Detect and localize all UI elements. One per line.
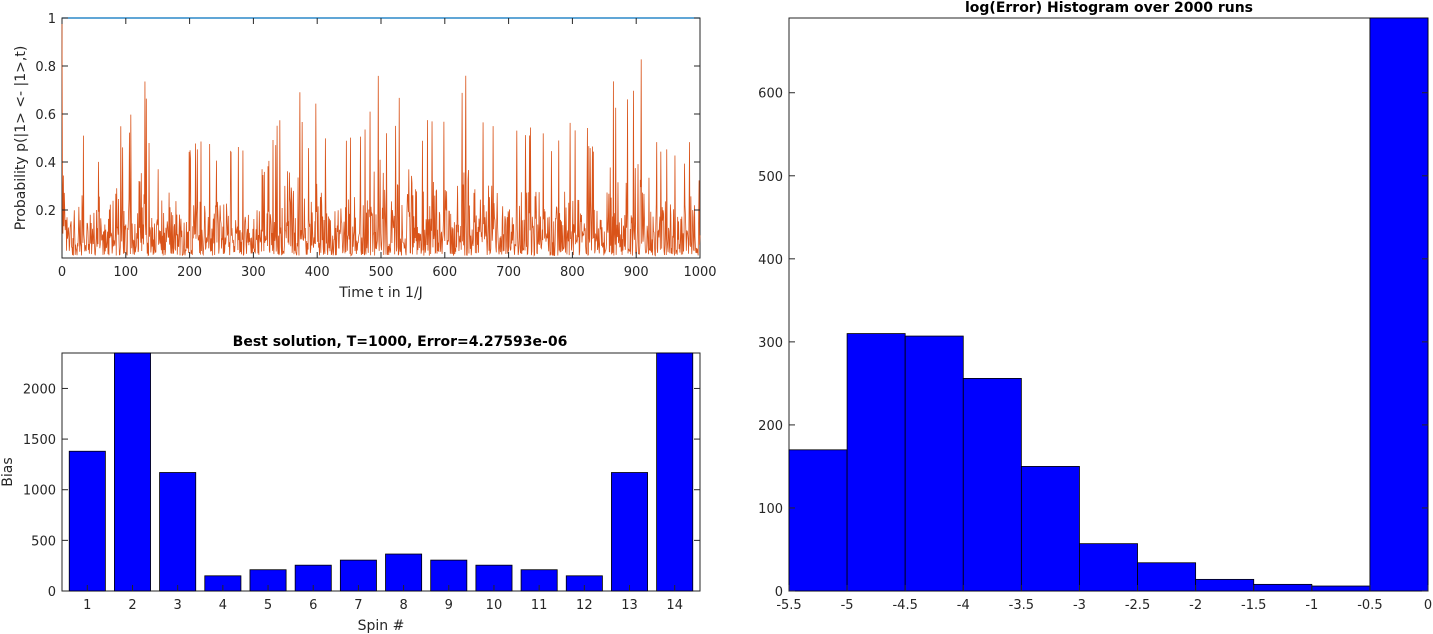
x-tick-label: 1 (83, 598, 91, 613)
bias-bar-chart: Best solution, T=1000, Error=4.27593e-06… (0, 334, 701, 634)
x-tick-label: 1000 (683, 265, 716, 280)
y-tick-label: 1500 (23, 433, 56, 448)
bias-bar (611, 472, 648, 592)
x-tick-label: 0 (58, 265, 66, 280)
histogram-title: log(Error) Histogram over 2000 runs (965, 0, 1253, 16)
x-tick-label: 600 (432, 265, 457, 280)
histogram-y-ticks: 0 100 200 300 400 500 600 (758, 87, 1428, 600)
histogram-bar (1195, 578, 1255, 592)
probability-plot-xlabel: Time t in 1/J (338, 285, 423, 301)
x-tick-label: -2.5 (1125, 598, 1150, 613)
x-tick-label: -3 (1073, 598, 1086, 613)
histogram-bar (788, 449, 848, 592)
bias-bar (68, 450, 106, 592)
histogram-bar (1137, 562, 1197, 592)
histogram-bars (788, 17, 1429, 592)
y-tick-label: 1000 (23, 484, 56, 499)
bias-chart-xlabel: Spin # (358, 618, 405, 634)
bias-chart-x-ticks: 1 2 3 4 5 6 7 8 9 10 11 12 13 14 (83, 585, 683, 613)
x-tick-label: 0 (1424, 598, 1432, 613)
histogram-bar (1020, 466, 1080, 592)
x-tick-label: -3.5 (1009, 598, 1034, 613)
y-tick-label: 0.8 (35, 60, 56, 75)
error-histogram: log(Error) Histogram over 2000 runs -5.5… (758, 0, 1432, 613)
histogram-bar (1369, 17, 1429, 592)
histogram-bar (904, 335, 964, 592)
y-tick-label: 1 (48, 12, 56, 27)
bias-bar (656, 352, 694, 592)
x-tick-label: 12 (576, 598, 593, 613)
histogram-bar (962, 378, 1022, 592)
bias-chart-ylabel: Bias (0, 457, 16, 486)
x-tick-label: 2 (128, 598, 136, 613)
x-tick-label: 300 (241, 265, 266, 280)
x-tick-label: 500 (369, 265, 394, 280)
x-tick-label: 11 (531, 598, 548, 613)
probability-plot-x-ticks: 0 100 200 300 400 500 600 700 800 900 1000 (58, 18, 717, 280)
histogram-bar (1079, 543, 1138, 592)
bias-chart-title: Best solution, T=1000, Error=4.27593e-06 (233, 334, 568, 350)
x-tick-label: 800 (560, 265, 585, 280)
x-tick-label: -1.5 (1241, 598, 1266, 613)
x-tick-label: 4 (219, 598, 227, 613)
bias-bar (159, 472, 197, 592)
x-tick-label: -5.5 (776, 598, 801, 613)
bias-chart-bars (68, 352, 694, 592)
x-tick-label: 7 (354, 598, 362, 613)
probability-trace-line (61, 17, 701, 257)
x-tick-label: -1 (1305, 598, 1318, 613)
x-tick-label: -5 (841, 598, 854, 613)
y-tick-label: 400 (758, 253, 783, 268)
x-tick-label: -4.5 (892, 598, 917, 613)
y-tick-label: 100 (758, 502, 783, 517)
bias-chart-axes-box (61, 352, 701, 592)
x-tick-label: 400 (305, 265, 330, 280)
y-tick-label: 0.2 (35, 204, 56, 219)
x-tick-label: 10 (486, 598, 503, 613)
histogram-bar (1253, 583, 1313, 592)
y-tick-label: 500 (758, 170, 783, 185)
x-tick-label: 9 (445, 598, 453, 613)
x-tick-label: 3 (174, 598, 182, 613)
x-tick-label: 100 (113, 265, 138, 280)
y-tick-label: 0.6 (35, 108, 56, 123)
x-tick-label: -4 (957, 598, 970, 613)
x-tick-label: -2 (1189, 598, 1202, 613)
y-tick-label: 300 (758, 336, 783, 351)
y-tick-label: 0 (48, 585, 56, 600)
x-tick-label: 5 (264, 598, 272, 613)
bias-chart-y-ticks: 0 500 1000 1500 2000 (23, 382, 700, 600)
x-tick-label: -0.5 (1357, 598, 1382, 613)
y-tick-label: 0.4 (35, 156, 56, 171)
x-tick-label: 700 (496, 265, 521, 280)
y-tick-label: 0 (775, 585, 783, 600)
y-tick-label: 600 (758, 87, 783, 102)
x-tick-label: 13 (621, 598, 638, 613)
x-tick-label: 14 (666, 598, 683, 613)
y-tick-label: 200 (758, 419, 783, 434)
histogram-bar (846, 333, 906, 592)
y-tick-label: 500 (31, 534, 56, 549)
x-tick-label: 6 (309, 598, 317, 613)
probability-plot-y-ticks: 0.2 0.4 0.6 0.8 1 (35, 12, 700, 219)
probability-plot: 0 100 200 300 400 500 600 700 800 900 1000 0.20.40… (13, 12, 717, 301)
histogram-bar (1311, 585, 1371, 592)
y-tick-label: 2000 (23, 382, 56, 397)
x-tick-label: 900 (624, 265, 649, 280)
x-tick-label: 200 (177, 265, 202, 280)
x-tick-label: 8 (399, 598, 407, 613)
histogram-x-ticks: -5.5 -5 -4.5 -4 -3.5 -3 -2.5 -2 -1.5 -1 -0.5 0 (776, 585, 1432, 613)
bias-bar (385, 553, 423, 592)
bias-bar (114, 352, 151, 592)
probability-plot-ylabel: Probability p(|1> <- |1>,t) (13, 46, 29, 231)
